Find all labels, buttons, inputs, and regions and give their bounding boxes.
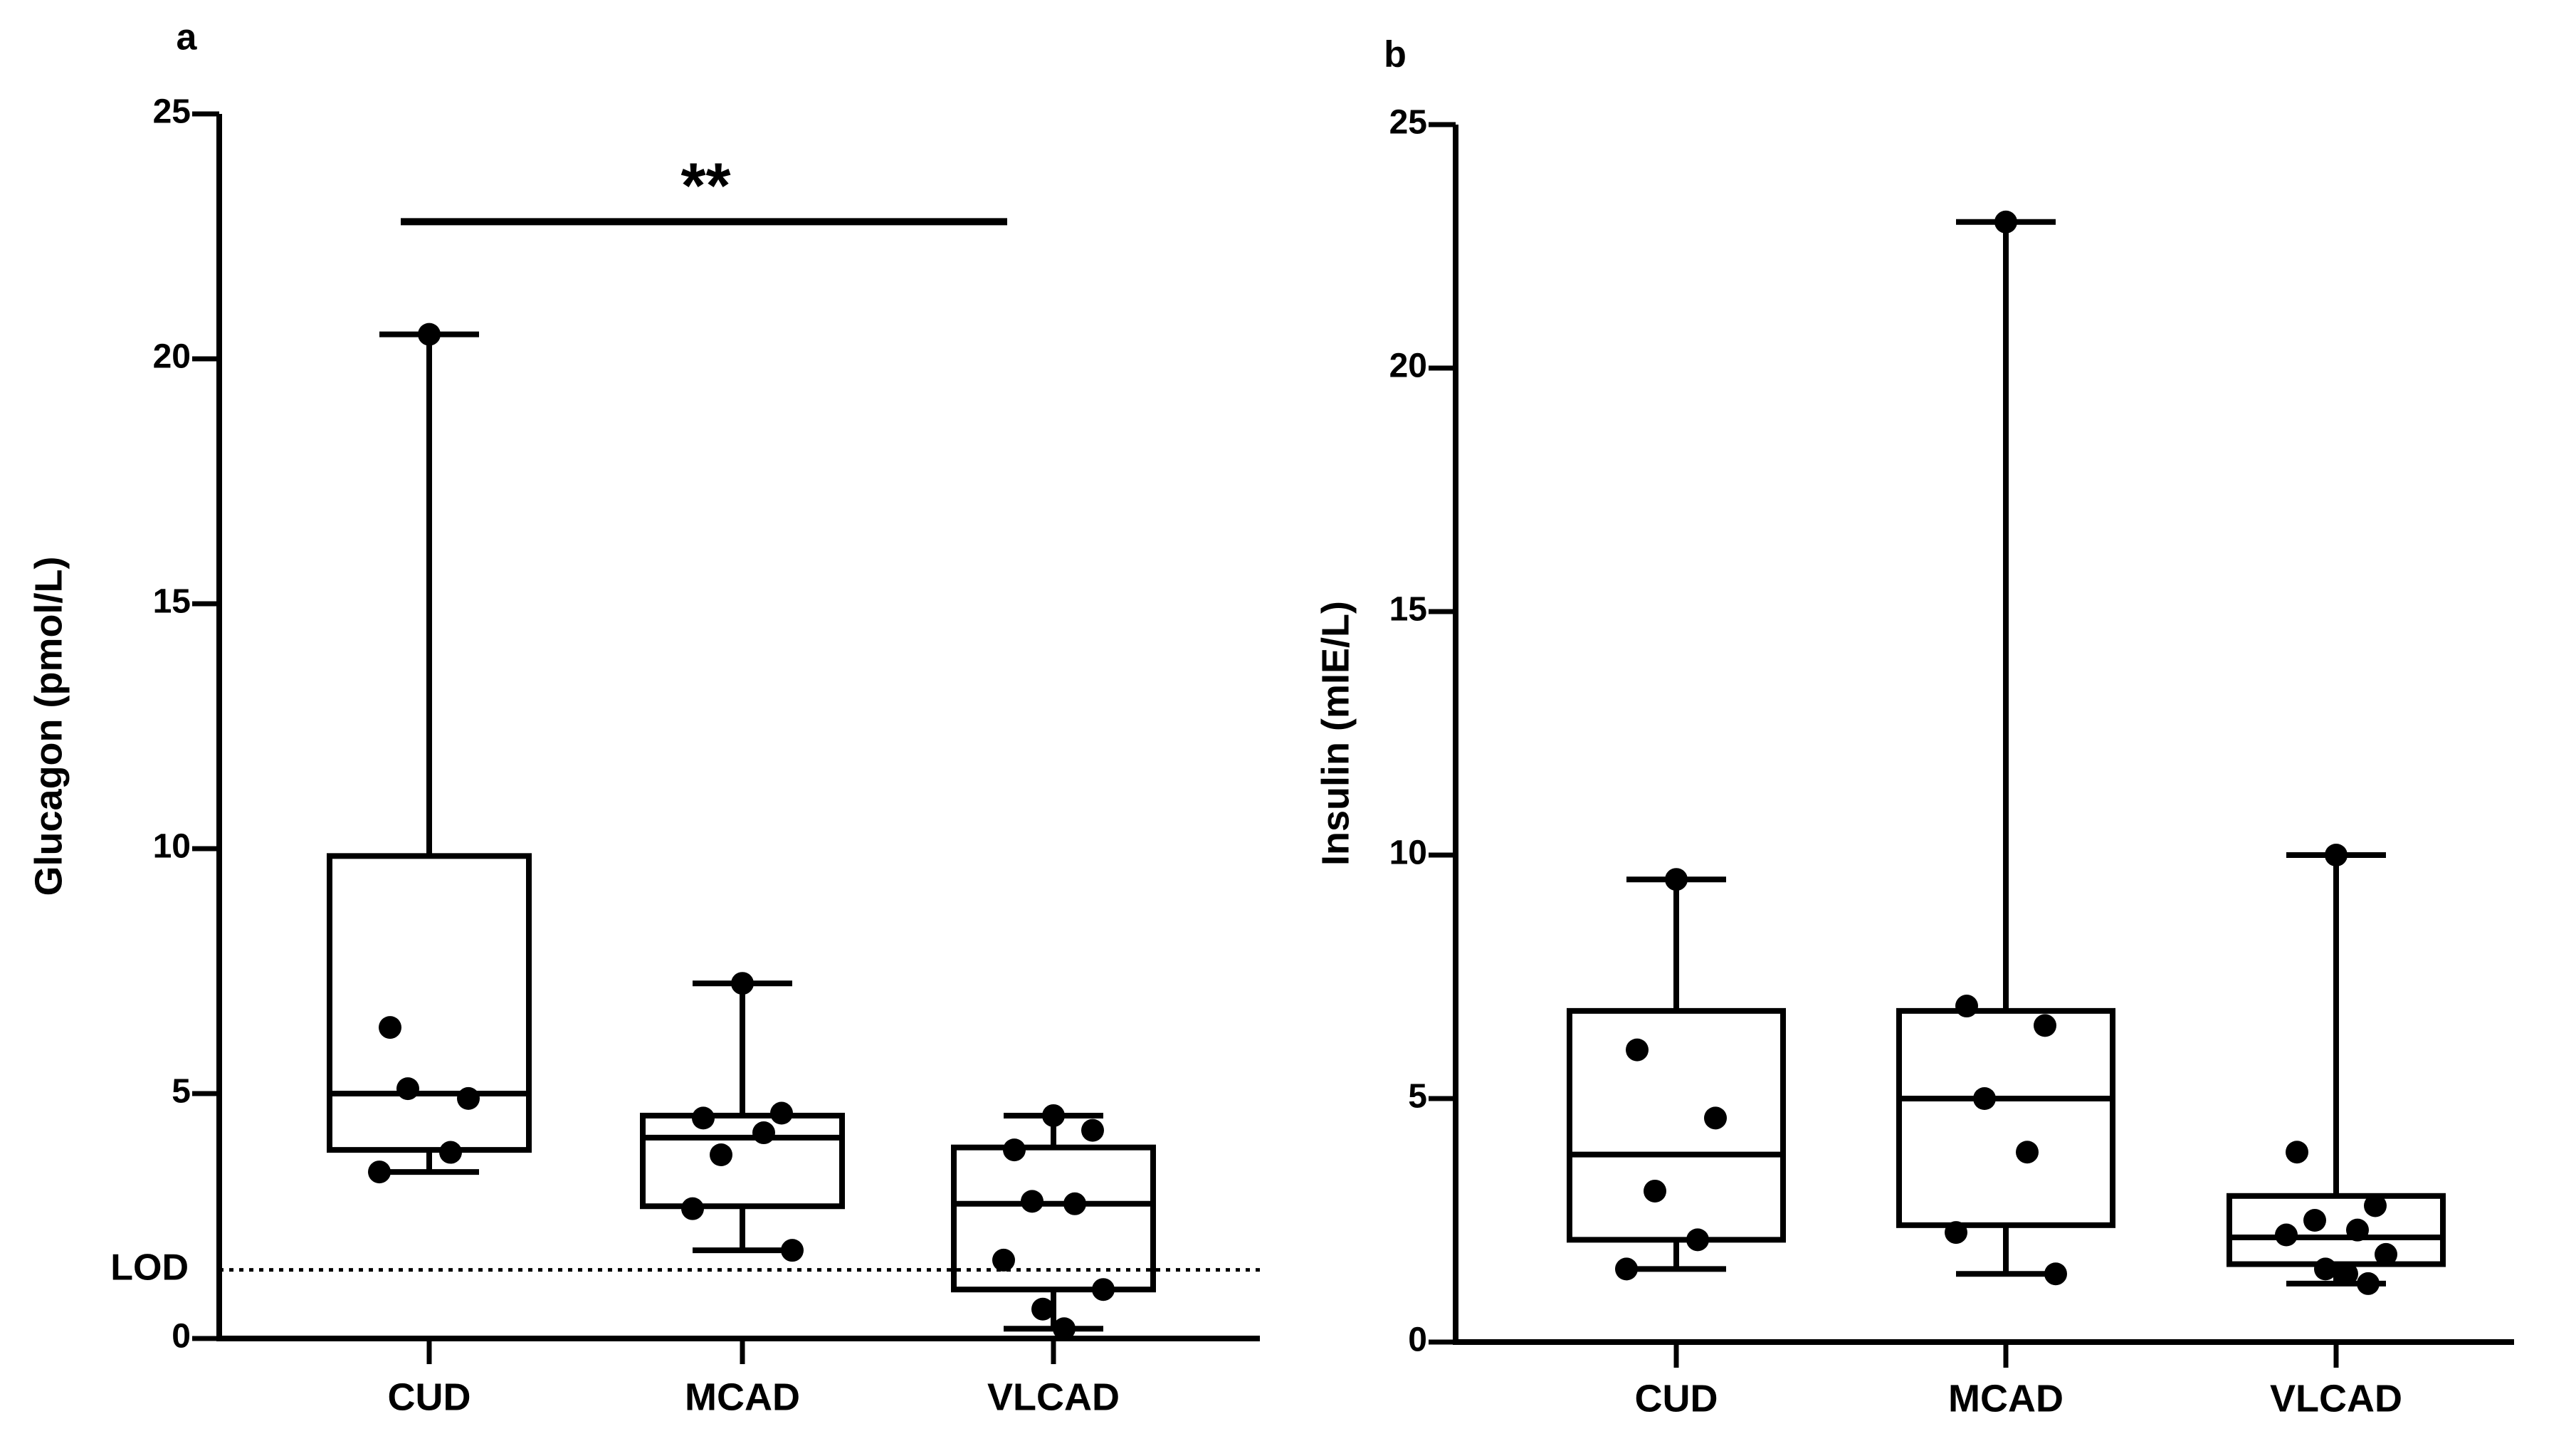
y-tick-label: 5 bbox=[172, 1073, 191, 1111]
box-vlcad bbox=[2227, 1193, 2446, 1267]
data-point-vlcad bbox=[2286, 1141, 2308, 1164]
y-axis-title: Insulin (mIE/L) bbox=[1314, 601, 1357, 866]
data-point-mcad bbox=[1994, 210, 2017, 234]
box-mcad bbox=[640, 1112, 845, 1210]
panel-b: b 0 5 10 15 20 25 Insulin (mIE/L) CUD MCAD VLCAD bbox=[1314, 34, 2514, 1420]
data-point-mcad bbox=[2016, 1141, 2039, 1164]
y-tick-label: 25 bbox=[153, 93, 191, 131]
lod-label: LOD bbox=[110, 1247, 189, 1288]
data-point-vlcad bbox=[1031, 1297, 1054, 1321]
y-tick-label: 0 bbox=[1408, 1321, 1427, 1359]
data-point-mcad bbox=[1973, 1087, 1996, 1110]
data-point-mcad bbox=[752, 1121, 775, 1145]
y-tick-label: 0 bbox=[172, 1318, 191, 1356]
data-point-vlcad bbox=[1063, 1192, 1086, 1215]
y-tick-label: 20 bbox=[153, 338, 191, 376]
data-point-vlcad bbox=[2346, 1218, 2369, 1242]
box-cud bbox=[327, 853, 532, 1153]
data-point-cud bbox=[457, 1086, 480, 1110]
data-point-vlcad bbox=[1092, 1278, 1115, 1301]
data-point-vlcad bbox=[2335, 1262, 2358, 1286]
box-mcad bbox=[1896, 1007, 2115, 1228]
y-tick-label: 15 bbox=[1389, 591, 1427, 629]
data-point-cud bbox=[418, 323, 441, 346]
box-vlcad bbox=[951, 1144, 1156, 1293]
y-tick-label: 25 bbox=[1389, 104, 1427, 142]
data-point-mcad bbox=[1945, 1221, 1967, 1245]
data-point-vlcad bbox=[2325, 844, 2348, 866]
data-point-mcad bbox=[692, 1106, 715, 1130]
y-tick-label: 15 bbox=[153, 583, 191, 621]
data-point-vlcad bbox=[2303, 1209, 2326, 1232]
x-tick-label-mcad: MCAD bbox=[1948, 1377, 2064, 1420]
data-point-vlcad bbox=[1042, 1104, 1065, 1127]
data-point-mcad bbox=[681, 1197, 704, 1220]
data-point-cud bbox=[379, 1016, 401, 1039]
data-point-mcad bbox=[710, 1143, 732, 1166]
panel-a: a 0 5 10 15 20 25 Glucagon (pmol/L) CUD MCAD VLCAD… bbox=[27, 17, 1260, 1418]
data-point-mcad bbox=[781, 1239, 804, 1262]
data-point-mcad bbox=[731, 972, 754, 995]
data-point-cud bbox=[1704, 1106, 1727, 1130]
y-tick-label: 10 bbox=[1389, 834, 1427, 872]
data-point-cud bbox=[439, 1141, 462, 1164]
data-point-cud bbox=[1644, 1179, 1666, 1203]
x-tick-label-cud: CUD bbox=[1635, 1377, 1718, 1420]
data-point-vlcad bbox=[2314, 1257, 2337, 1281]
data-point-vlcad bbox=[2364, 1194, 2387, 1217]
y-axis-title: Glucagon (pmol/L) bbox=[27, 557, 70, 896]
data-point-cud bbox=[368, 1161, 391, 1184]
significance-label: ** bbox=[680, 150, 730, 221]
data-point-vlcad bbox=[1053, 1317, 1076, 1341]
data-point-vlcad bbox=[992, 1248, 1015, 1272]
x-tick-label-cud: CUD bbox=[388, 1376, 471, 1418]
data-point-cud bbox=[1626, 1038, 1649, 1062]
x-tick-label-vlcad: VLCAD bbox=[2270, 1377, 2402, 1420]
data-point-vlcad bbox=[2375, 1242, 2397, 1266]
data-point-mcad bbox=[1955, 995, 1978, 1018]
y-tick-label: 20 bbox=[1389, 347, 1427, 385]
data-point-mcad bbox=[2034, 1014, 2056, 1037]
data-point-vlcad bbox=[1081, 1118, 1104, 1142]
data-point-mcad bbox=[770, 1101, 793, 1125]
data-point-cud bbox=[1615, 1257, 1638, 1281]
data-point-cud bbox=[1686, 1228, 1709, 1252]
data-point-cud bbox=[396, 1077, 419, 1101]
y-tick-label: 10 bbox=[153, 828, 191, 866]
data-point-vlcad bbox=[2357, 1272, 2380, 1295]
data-point-cud bbox=[1665, 868, 1688, 891]
panel-label: a bbox=[177, 17, 198, 58]
data-point-vlcad bbox=[1021, 1190, 1043, 1213]
y-tick-label: 5 bbox=[1408, 1078, 1427, 1116]
data-point-mcad bbox=[2044, 1262, 2067, 1286]
box-cud bbox=[1567, 1007, 1786, 1243]
panel-label: b bbox=[1384, 34, 1407, 75]
data-point-vlcad bbox=[1003, 1138, 1026, 1162]
x-tick-label-mcad: MCAD bbox=[685, 1376, 800, 1418]
x-tick-label-vlcad: VLCAD bbox=[987, 1376, 1120, 1418]
data-point-vlcad bbox=[2275, 1223, 2298, 1247]
